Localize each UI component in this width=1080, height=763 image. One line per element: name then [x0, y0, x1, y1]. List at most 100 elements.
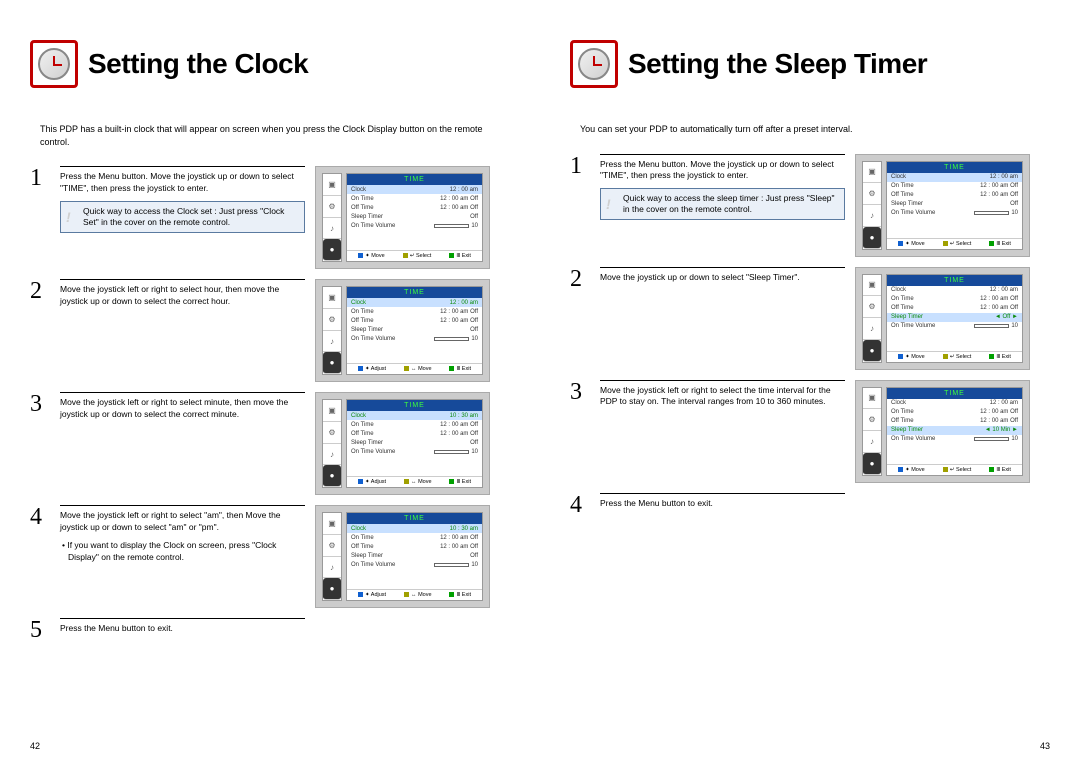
menu-footer-btn: Ⅲ Exit [449, 479, 471, 485]
step: 2 Move the joystick left or right to sel… [30, 279, 305, 308]
tv-menu-footer: ✦ Move↵ SelectⅢ Exit [887, 238, 1022, 249]
menu-row: Sleep TimerOff [887, 200, 1022, 209]
tv-sidebar-icon: ▣ [863, 388, 881, 410]
menu-row: Clock12 : 00 am [347, 298, 482, 307]
menu-row: On Time Volume10 [347, 560, 482, 569]
page-number: 42 [30, 741, 40, 751]
tv-menu: TIME Clock10 : 30 amOn Time12 : 00 am Of… [346, 399, 483, 488]
step-row: 4 Press the Menu button to exit. [570, 493, 1050, 529]
tv-sidebar: ▣⚙♪● [322, 286, 342, 375]
tv-sidebar: ▣⚙♪● [322, 512, 342, 601]
menu-row: Off Time12 : 00 am Off [887, 417, 1022, 426]
tv-menu-footer: ✦ Move ↵ Select Ⅲ Exit [347, 250, 482, 261]
tip-box: Quick way to access the sleep timer : Ju… [600, 188, 845, 220]
tv-sidebar-icon: ⚙ [323, 535, 341, 557]
clock-icon [30, 40, 78, 88]
menu-row: On Time12 : 00 am Off [347, 533, 482, 542]
step-text: Move the joystick left or right to selec… [60, 392, 305, 421]
menu-row: Sleep TimerOff [887, 313, 1022, 322]
step-body: Press the Menu button to exit. [60, 618, 305, 635]
menu-row: On Time12 : 00 am Off [347, 307, 482, 316]
tv-menu-title: TIME [347, 400, 482, 411]
step-number: 1 [570, 154, 588, 178]
step-body: Move the joystick left or right to selec… [60, 392, 305, 421]
menu-footer-btn: ✦ Adjust [358, 592, 386, 598]
tv-sidebar-icon: ♪ [323, 218, 341, 240]
menu-footer-btn: Ⅲ Exit [989, 241, 1011, 247]
step-number: 2 [30, 279, 48, 303]
tv-sidebar-icon: ▣ [323, 513, 341, 535]
step-row: 4 Move the joystick left or right to sel… [30, 505, 510, 608]
step-number: 3 [570, 380, 588, 404]
menu-row: On Time12 : 00 am Off [347, 194, 482, 203]
intro-text: You can set your PDP to automatically tu… [570, 123, 1050, 136]
tv-screenshot: ▣⚙♪● TIME Clock10 : 30 amOn Time12 : 00 … [315, 505, 490, 608]
step-text: Move the joystick up or down to select "… [600, 267, 845, 284]
menu-footer-btn: Ⅲ Exit [449, 253, 471, 259]
menu-row: On Time Volume10 [347, 334, 482, 343]
steps-list-right: 1 Press the Menu button. Move the joysti… [570, 154, 1050, 529]
tv-menu-title: TIME [887, 275, 1022, 286]
menu-footer-btn: ↵ Select [403, 253, 431, 259]
menu-footer-btn: ✦ Move [898, 354, 925, 360]
tv-sidebar-icon: ● [863, 453, 881, 475]
menu-row: On Time Volume10 [347, 447, 482, 456]
page-title: Setting the Clock [88, 48, 308, 80]
menu-row: Off Time12 : 00 am Off [347, 316, 482, 325]
tv-sidebar: ▣⚙♪● [862, 274, 882, 363]
tv-menu-footer: ✦ Move↵ SelectⅢ Exit [887, 351, 1022, 362]
menu-footer-btn: ✦ Adjust [358, 366, 386, 372]
menu-row: On Time12 : 00 am Off [887, 295, 1022, 304]
tv-sidebar-icon: ⚙ [323, 196, 341, 218]
menu-row: Sleep TimerOff [347, 212, 482, 221]
menu-row: On Time12 : 00 am Off [887, 182, 1022, 191]
step-text: Press the Menu button. Move the joystick… [600, 154, 845, 183]
tv-menu: TIME Clock12 : 00 amOn Time12 : 00 am Of… [886, 387, 1023, 476]
step-row: 1 Press the Menu button. Move the joysti… [30, 166, 510, 269]
tv-sidebar-icon: ▣ [863, 275, 881, 297]
tv-sidebar-icon: ⚙ [863, 409, 881, 431]
tv-sidebar-icon: ● [323, 578, 341, 600]
menu-row: Off Time12 : 00 am Off [347, 203, 482, 212]
tv-menu-title: TIME [347, 174, 482, 185]
step: 3 Move the joystick left or right to sel… [570, 380, 845, 409]
step-text: Press the Menu button to exit. [600, 493, 845, 510]
menu-footer-btn: ✦ Move [358, 253, 385, 259]
tv-sidebar-icon: ⚙ [323, 422, 341, 444]
tv-menu-footer: ✦ Move↵ SelectⅢ Exit [887, 464, 1022, 475]
intro-text: This PDP has a built-in clock that will … [30, 123, 510, 148]
step: 3 Move the joystick left or right to sel… [30, 392, 305, 421]
tv-menu: TIME Clock12 : 00 amOn Time12 : 00 am Of… [886, 274, 1023, 363]
step-body: Press the Menu button to exit. [600, 493, 845, 510]
step: 4 Move the joystick left or right to sel… [30, 505, 305, 564]
step-body: Move the joystick left or right to selec… [60, 279, 305, 308]
page-right: Setting the Sleep Timer You can set your… [540, 0, 1080, 763]
menu-footer-btn: ↵ Select [943, 467, 971, 473]
menu-footer-btn: ↔ Move [404, 366, 431, 372]
menu-row: Off Time12 : 00 am Off [887, 191, 1022, 200]
step-text: Move the joystick left or right to selec… [60, 505, 305, 534]
tv-sidebar-icon: ● [323, 239, 341, 261]
step-row: 5 Press the Menu button to exit. [30, 618, 510, 654]
steps-list-left: 1 Press the Menu button. Move the joysti… [30, 166, 510, 654]
step-row: 2 Move the joystick up or down to select… [570, 267, 1050, 370]
tv-menu-footer: ✦ Adjust↔ MoveⅢ Exit [347, 589, 482, 600]
menu-footer-btn: ✦ Move [898, 467, 925, 473]
menu-row: Clock12 : 00 am [347, 185, 482, 194]
menu-row: On Time Volume10 [887, 322, 1022, 331]
tv-sidebar: ▣⚙♪● [322, 173, 342, 262]
step-body: Move the joystick up or down to select "… [600, 267, 845, 284]
step-number: 3 [30, 392, 48, 416]
menu-footer-btn: ↔ Move [404, 479, 431, 485]
menu-row: Clock10 : 30 am [347, 411, 482, 420]
tv-menu-title: TIME [887, 388, 1022, 399]
tv-menu-footer: ✦ Adjust↔ MoveⅢ Exit [347, 476, 482, 487]
menu-row: Clock12 : 00 am [887, 399, 1022, 408]
menu-footer-btn: ✦ Move [898, 241, 925, 247]
menu-row: Off Time12 : 00 am Off [347, 429, 482, 438]
menu-row: On Time12 : 00 am Off [887, 408, 1022, 417]
tv-sidebar-icon: ● [323, 352, 341, 374]
tv-sidebar-icon: ♪ [323, 444, 341, 466]
menu-row: Off Time12 : 00 am Off [887, 304, 1022, 313]
tip-box: Quick way to access the Clock set : Just… [60, 201, 305, 233]
